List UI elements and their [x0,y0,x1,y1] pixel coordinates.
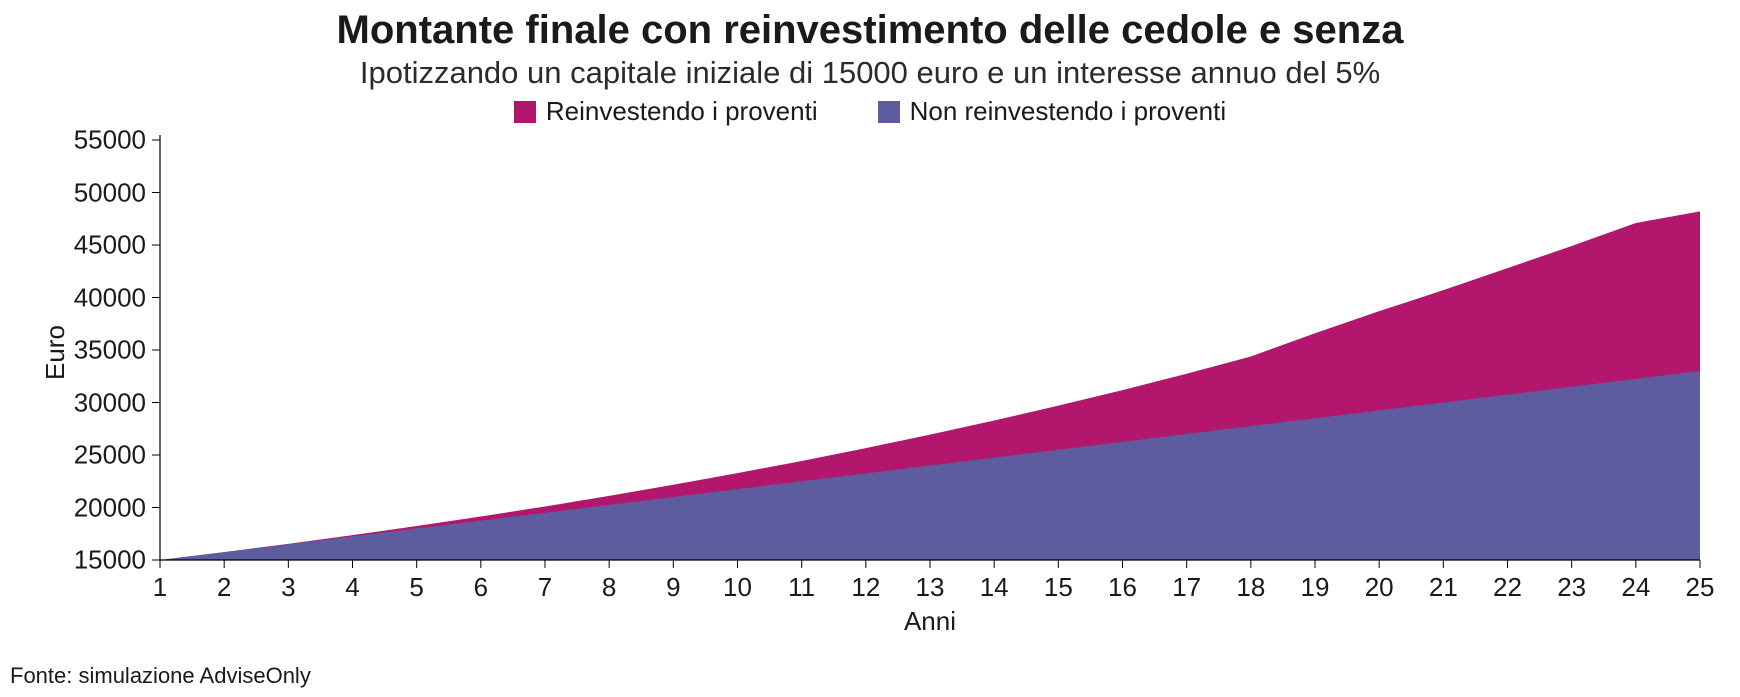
area-no-reinvest [160,371,1700,560]
chart-plot-area [0,0,1740,697]
investment-chart: Montante finale con reinvestimento delle… [0,0,1740,697]
chart-source-text: Fonte: simulazione AdviseOnly [10,663,311,688]
chart-source: Fonte: simulazione AdviseOnly [10,663,311,689]
